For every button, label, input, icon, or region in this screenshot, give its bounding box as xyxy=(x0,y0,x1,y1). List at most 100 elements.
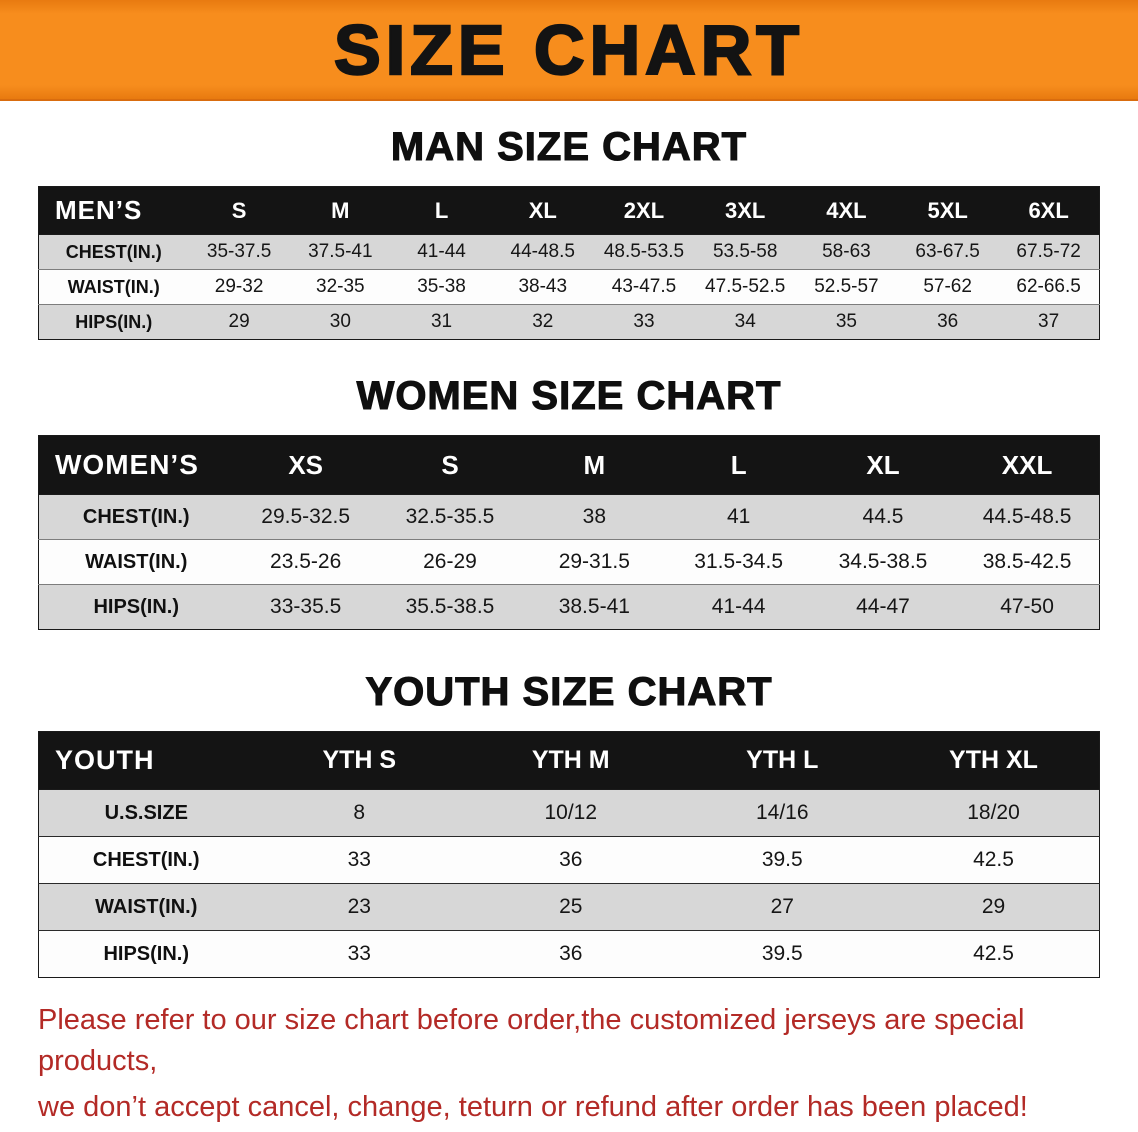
size-column-header: 6XL xyxy=(998,186,1100,235)
size-value-cell: 18/20 xyxy=(967,801,1020,824)
size-value-cell: 43-47.5 xyxy=(611,276,677,297)
men-size-chart-section: MAN SIZE CHART MEN’S S M L XL 2XL 3XL 4XL 5XL 6XL… xyxy=(0,124,1138,340)
size-value-cell: 31.5-34.5 xyxy=(694,550,784,573)
size-value-cell: 33 xyxy=(347,848,371,871)
youth-size-chart-heading: YOUTH SIZE CHART xyxy=(365,669,773,714)
size-column-header: S xyxy=(377,435,523,495)
measurement-row: CHEST(IN.) 33 36 39.5 42.5 xyxy=(38,836,1100,884)
disclaimer-note: Please refer to our size chart before or… xyxy=(38,1000,1100,1128)
measurement-row: WAIST(IN.) 29-32 32-35 35-38 38-43 43-47.5 47.… xyxy=(38,269,1100,305)
size-column-header: YTH L xyxy=(676,731,888,790)
size-value-cell: 26-29 xyxy=(423,550,477,573)
table-title-cell: WOMEN’S xyxy=(38,435,234,495)
size-value-cell: 41 xyxy=(726,505,751,528)
row-label: WAIST(IN.) xyxy=(67,276,160,297)
row-label: HIPS(IN.) xyxy=(103,942,190,965)
youth-size-chart-section: YOUTH SIZE CHART YOUTH YTH S YTH M YTH L YTH… xyxy=(0,669,1138,978)
size-value-cell: 37 xyxy=(1038,311,1060,332)
row-label: WAIST(IN.) xyxy=(85,550,188,573)
size-column-header: M xyxy=(522,435,667,495)
size-column-header: M xyxy=(289,186,391,235)
size-column-header: 3XL xyxy=(694,186,796,235)
measurement-row: HIPS(IN.) 29 30 31 32 33 34 35 36 37 xyxy=(38,304,1100,340)
size-table-header-row: YOUTH YTH S YTH M YTH L YTH XL xyxy=(38,731,1100,790)
size-table-header-row: WOMEN’S XS S M L XL XXL xyxy=(38,435,1100,495)
size-value-cell: 25 xyxy=(559,895,583,918)
measurement-row: CHEST(IN.) 29.5-32.5 32.5-35.5 38 41 44.5 44.5… xyxy=(38,494,1100,540)
size-value-cell: 29-32 xyxy=(214,276,264,297)
size-value-cell: 32 xyxy=(532,311,554,332)
size-column-header: L xyxy=(390,186,493,235)
size-value-cell: 29-31.5 xyxy=(558,550,630,573)
size-column-header: XL xyxy=(492,186,594,235)
size-value-cell: 35 xyxy=(835,311,857,332)
size-value-cell: 23.5-26 xyxy=(270,550,342,573)
table-title-cell: YOUTH xyxy=(38,731,254,790)
size-value-cell: 35-37.5 xyxy=(206,241,272,262)
size-value-cell: 14/16 xyxy=(755,801,809,824)
measurement-row: WAIST(IN.) 23 25 27 29 xyxy=(38,883,1100,931)
size-value-cell: 38.5-41 xyxy=(558,595,630,618)
size-value-cell: 29 xyxy=(228,311,250,332)
size-value-cell: 44-48.5 xyxy=(510,241,575,262)
size-value-cell: 39.5 xyxy=(761,848,803,871)
measurement-row: HIPS(IN.) 33 36 39.5 42.5 xyxy=(38,930,1100,978)
size-column-header: YTH S xyxy=(253,731,465,790)
size-value-cell: 38.5-42.5 xyxy=(982,550,1072,573)
measurement-row: U.S.SIZE 8 10/12 14/16 18/20 xyxy=(38,789,1100,837)
size-value-cell: 10/12 xyxy=(544,801,598,824)
size-value-cell: 8 xyxy=(353,801,366,824)
size-value-cell: 32.5-35.5 xyxy=(405,505,495,528)
size-column-header: 2XL xyxy=(593,186,695,235)
women-size-chart-section: WOMEN SIZE CHART WOMEN’S XS S M L XL XXL CHEST(… xyxy=(0,373,1138,630)
youth-size-table: YOUTH YTH S YTH M YTH L YTH XL U.S.SIZE 8 10/12… xyxy=(38,731,1100,978)
size-value-cell: 32-35 xyxy=(316,276,365,297)
size-value-cell: 39.5 xyxy=(761,942,803,965)
size-value-cell: 37.5-41 xyxy=(308,241,373,262)
size-column-header: YTH M xyxy=(465,731,677,790)
size-value-cell: 48.5-53.5 xyxy=(603,241,685,262)
size-value-cell: 33 xyxy=(347,942,371,965)
size-column-header: XXL xyxy=(955,435,1100,495)
measurement-row: HIPS(IN.) 33-35.5 35.5-38.5 38.5-41 41-44 44-… xyxy=(38,584,1100,630)
men-size-chart-heading: MAN SIZE CHART xyxy=(390,124,748,169)
size-value-cell: 34 xyxy=(734,311,756,332)
size-value-cell: 67.5-72 xyxy=(1016,241,1081,262)
size-value-cell: 31 xyxy=(430,311,453,332)
size-table-header-row: MEN’S S M L XL 2XL 3XL 4XL 5XL 6XL xyxy=(38,186,1100,235)
size-value-cell: 44-47 xyxy=(856,595,910,618)
size-column-header: YTH XL xyxy=(888,731,1100,790)
measurement-row: CHEST(IN.) 35-37.5 37.5-41 41-44 44-48.5 48.5… xyxy=(38,234,1100,270)
row-label: CHEST(IN.) xyxy=(65,241,162,262)
size-value-cell: 41-44 xyxy=(711,595,766,618)
size-column-header: S xyxy=(188,186,290,235)
size-value-cell: 57-62 xyxy=(923,276,972,297)
size-value-cell: 42.5 xyxy=(973,848,1014,871)
table-title-cell: MEN’S xyxy=(38,186,189,235)
size-value-cell: 30 xyxy=(329,311,351,332)
size-value-cell: 42.5 xyxy=(973,942,1014,965)
size-value-cell: 44.5 xyxy=(862,505,904,528)
women-size-chart-heading: WOMEN SIZE CHART xyxy=(356,373,782,418)
size-value-cell: 33-35.5 xyxy=(270,595,342,618)
size-value-cell: 34.5-38.5 xyxy=(838,550,928,573)
size-value-cell: 38-43 xyxy=(518,276,568,297)
disclaimer-line-1: Please refer to our size chart before or… xyxy=(38,1004,1025,1077)
size-value-cell: 41-44 xyxy=(417,241,466,262)
row-label: HIPS(IN.) xyxy=(93,595,180,618)
size-value-cell: 44.5-48.5 xyxy=(982,505,1072,528)
size-value-cell: 36 xyxy=(937,311,959,332)
size-value-cell: 47.5-52.5 xyxy=(705,276,786,297)
size-value-cell: 23 xyxy=(347,895,371,918)
page-title: SIZE CHART xyxy=(333,9,804,89)
size-value-cell: 27 xyxy=(770,895,794,918)
size-value-cell: 47-50 xyxy=(1000,595,1054,618)
size-column-header: 4XL xyxy=(795,186,898,235)
size-value-cell: 62-66.5 xyxy=(1016,276,1081,297)
row-label: HIPS(IN.) xyxy=(75,311,153,332)
size-column-header: XS xyxy=(233,435,378,495)
size-value-cell: 52.5-57 xyxy=(814,276,879,297)
size-value-cell: 58-63 xyxy=(822,241,871,262)
size-value-cell: 33 xyxy=(633,311,655,332)
size-value-cell: 36 xyxy=(559,848,583,871)
